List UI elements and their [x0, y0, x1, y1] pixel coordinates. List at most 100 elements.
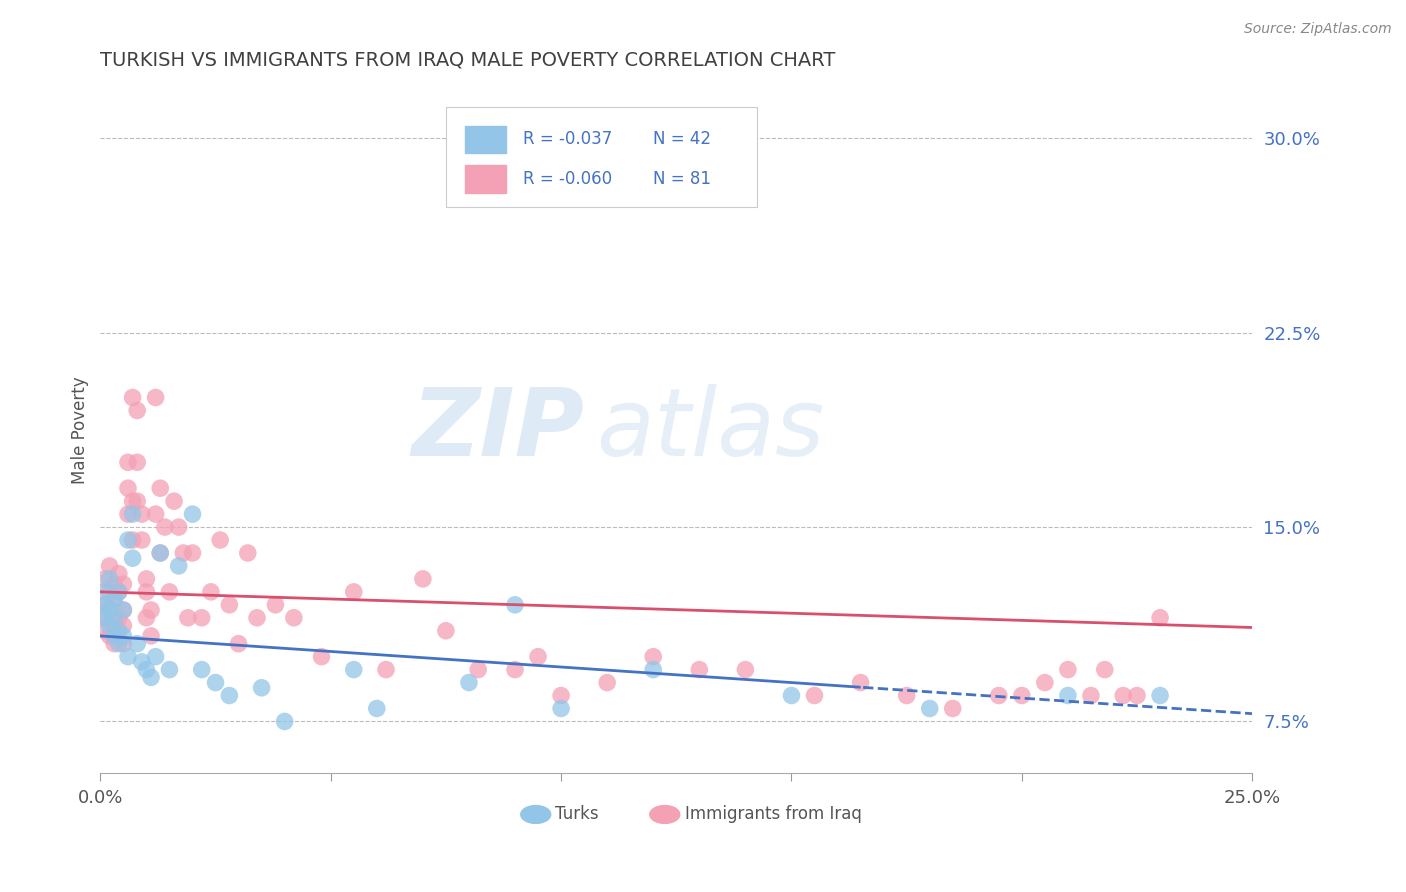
Point	[139, 670, 162, 684]
Point	[98, 629, 121, 643]
Point	[343, 585, 366, 599]
Point	[107, 585, 129, 599]
Point	[343, 663, 366, 677]
Point	[127, 637, 149, 651]
Point	[246, 611, 269, 625]
Point	[849, 675, 872, 690]
Point	[127, 403, 149, 417]
Point	[98, 618, 121, 632]
Point	[117, 455, 139, 469]
Point	[117, 507, 139, 521]
Point	[218, 689, 240, 703]
Point	[190, 611, 212, 625]
Point	[94, 572, 117, 586]
FancyBboxPatch shape	[446, 107, 756, 207]
Point	[527, 649, 550, 664]
Point	[264, 598, 287, 612]
Point	[987, 689, 1010, 703]
Point	[103, 592, 125, 607]
Point	[1057, 689, 1080, 703]
Point	[149, 481, 172, 495]
Point	[103, 629, 125, 643]
Point	[688, 663, 710, 677]
Text: Immigrants from Iraq: Immigrants from Iraq	[686, 805, 862, 823]
Point	[149, 546, 172, 560]
Point	[181, 507, 204, 521]
Point	[103, 637, 125, 651]
Point	[250, 681, 273, 695]
Text: N = 42: N = 42	[654, 130, 711, 148]
Point	[131, 533, 153, 547]
Y-axis label: Male Poverty: Male Poverty	[72, 376, 89, 483]
Point	[1149, 689, 1171, 703]
Point	[1033, 675, 1056, 690]
Point	[98, 603, 121, 617]
Point	[94, 624, 117, 638]
Point	[458, 675, 481, 690]
Point	[98, 572, 121, 586]
Point	[112, 577, 135, 591]
Point	[145, 507, 167, 521]
Point	[112, 603, 135, 617]
Point	[177, 611, 200, 625]
Point	[107, 637, 129, 651]
Point	[121, 507, 143, 521]
Point	[643, 649, 665, 664]
Bar	[465, 166, 506, 193]
Point	[135, 572, 157, 586]
Point	[103, 577, 125, 591]
Point	[167, 558, 190, 573]
Point	[135, 611, 157, 625]
Point	[94, 598, 117, 612]
Point	[780, 689, 803, 703]
Point	[107, 624, 129, 638]
Point	[1094, 663, 1116, 677]
Point	[1080, 689, 1102, 703]
Point	[117, 533, 139, 547]
Point	[467, 663, 489, 677]
Point	[181, 546, 204, 560]
Text: Turks: Turks	[555, 805, 599, 823]
Point	[434, 624, 457, 638]
Point	[172, 546, 194, 560]
Point	[163, 494, 186, 508]
Point	[896, 689, 918, 703]
Point	[1011, 689, 1033, 703]
Point	[1112, 689, 1135, 703]
Text: atlas: atlas	[596, 384, 824, 475]
Point	[112, 637, 135, 651]
Point	[112, 629, 135, 643]
Point	[135, 585, 157, 599]
Point	[550, 689, 572, 703]
Point	[149, 546, 172, 560]
Point	[1057, 663, 1080, 677]
Point	[218, 598, 240, 612]
Point	[98, 558, 121, 573]
Point	[112, 603, 135, 617]
Text: Source: ZipAtlas.com: Source: ZipAtlas.com	[1244, 22, 1392, 37]
Point	[596, 675, 619, 690]
Point	[1149, 611, 1171, 625]
Point	[273, 714, 295, 729]
Point	[117, 481, 139, 495]
Point	[236, 546, 259, 560]
Text: R = -0.060: R = -0.060	[523, 170, 612, 188]
Point	[139, 629, 162, 643]
Point	[204, 675, 226, 690]
Point	[412, 572, 434, 586]
Point	[139, 603, 162, 617]
Point	[121, 551, 143, 566]
Point	[734, 663, 756, 677]
Point	[942, 701, 965, 715]
Point	[283, 611, 305, 625]
Point	[117, 649, 139, 664]
Point	[107, 611, 129, 625]
Point	[98, 585, 121, 599]
Point	[643, 663, 665, 677]
Circle shape	[520, 805, 551, 823]
Point	[550, 701, 572, 715]
Point	[131, 655, 153, 669]
Point	[803, 689, 825, 703]
Circle shape	[650, 805, 679, 823]
Text: ZIP: ZIP	[412, 384, 583, 476]
